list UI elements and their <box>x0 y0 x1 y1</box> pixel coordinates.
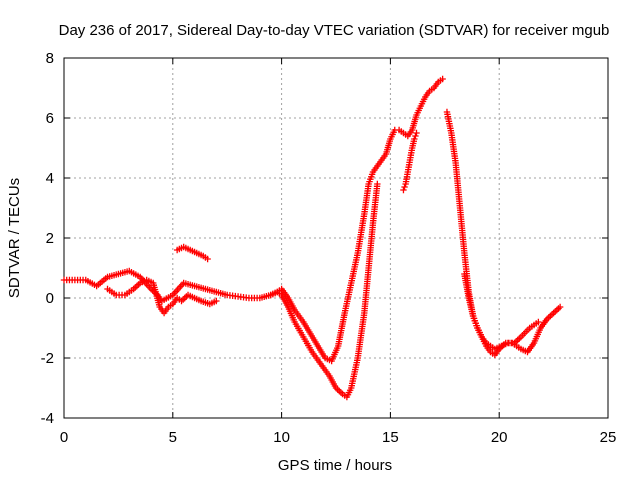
data-point-fill <box>412 132 419 140</box>
y-tick-label: 2 <box>46 230 54 247</box>
y-tick-label: 6 <box>46 110 54 127</box>
data-point <box>400 186 407 194</box>
x-tick-label: 20 <box>491 429 508 446</box>
y-tick-label: 4 <box>46 170 54 187</box>
series-track-C <box>267 180 381 401</box>
axis-ticks <box>63 57 609 419</box>
x-tick-label: 5 <box>169 429 177 446</box>
x-tick-label: 0 <box>60 429 68 446</box>
series-segment-G <box>400 129 420 194</box>
data-point <box>556 303 564 311</box>
data-point-fill <box>401 183 408 191</box>
data-point <box>413 129 420 137</box>
data-point <box>374 180 381 188</box>
data-point <box>439 75 446 83</box>
x-tick-label: 25 <box>600 429 617 446</box>
tick-labels: 0 5 10 15 20 25 -4 -2 0 2 4 6 8 <box>41 50 617 446</box>
y-tick-label: -2 <box>41 350 54 367</box>
series-track-B <box>104 276 220 317</box>
y-axis-label: SDTVAR / TECUs <box>6 178 23 298</box>
series-track-E <box>461 270 542 353</box>
series-segment-F <box>173 243 211 263</box>
series-track-D <box>443 108 564 359</box>
series-track-A <box>60 75 446 365</box>
y-tick-label: 0 <box>46 290 54 307</box>
data-point <box>204 255 211 263</box>
data-point <box>213 297 220 305</box>
grid-lines <box>64 58 608 418</box>
x-axis-label: GPS time / hours <box>278 457 392 474</box>
x-tick-label: 15 <box>382 429 399 446</box>
x-tick-label: 10 <box>273 429 290 446</box>
data-point <box>535 318 542 326</box>
chart-title: Day 236 of 2017, Sidereal Day-to-day VTE… <box>59 22 610 39</box>
y-tick-label: -4 <box>41 410 54 427</box>
y-tick-label: 8 <box>46 50 54 67</box>
data-point <box>411 135 418 143</box>
data-markers <box>60 75 564 401</box>
